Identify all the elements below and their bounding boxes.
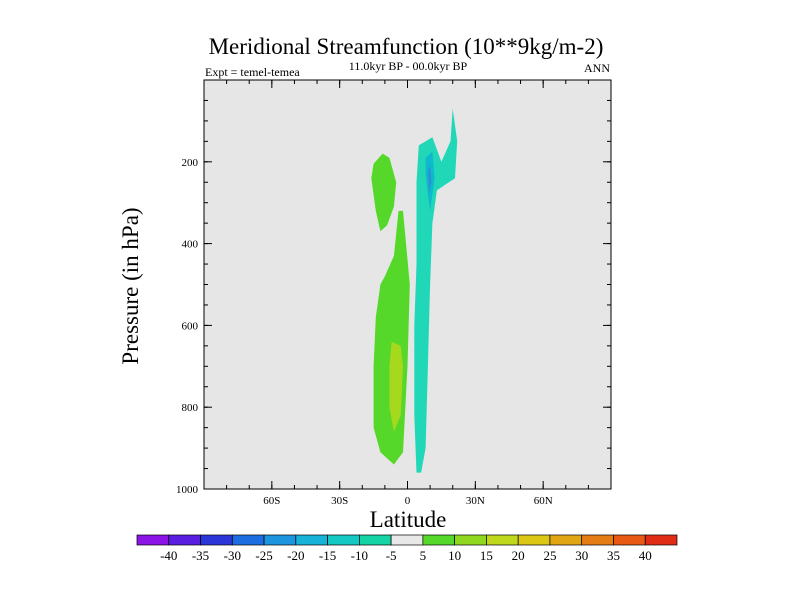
- colorbar-label: -5: [386, 548, 397, 563]
- y-tick-label: 400: [182, 239, 199, 251]
- colorbar-swatch: [454, 534, 487, 546]
- colorbar-label: -20: [287, 548, 304, 563]
- colorbar-swatch: [263, 534, 297, 546]
- x-axis-label: Latitude: [370, 507, 447, 532]
- x-tick-label: 60S: [263, 495, 280, 507]
- colorbar-label: -15: [319, 548, 336, 563]
- contour-fills: [371, 108, 458, 473]
- colorbar-label: 10: [448, 548, 461, 563]
- colorbar-swatch: [486, 534, 519, 546]
- colorbar-label: -30: [224, 548, 241, 563]
- y-tick-label: 1000: [176, 484, 199, 496]
- y-axis-label: Pressure (in hPa): [118, 207, 143, 364]
- colorbar-swatch: [359, 534, 392, 546]
- contour-region-sh-positive-core: [389, 341, 403, 432]
- colorbar-label: 25: [543, 548, 556, 563]
- axis-ticks: 60S 30S 0 30N 60N 200 400 600 800 1000: [176, 80, 611, 507]
- colorbar-label: 15: [480, 548, 493, 563]
- colorbar-swatch: [231, 534, 265, 546]
- colorbar-label: -35: [192, 548, 209, 563]
- colorbar-label: -25: [255, 548, 272, 563]
- season-label: ANN: [584, 61, 610, 75]
- colorbar-swatch: [136, 534, 170, 546]
- colorbar-label: -40: [160, 548, 177, 563]
- x-tick-label: 30S: [331, 495, 348, 507]
- contour-region-nh-negative-cell: [414, 108, 458, 473]
- colorbar-swatch: [549, 534, 583, 546]
- experiment-label: Expt = temel-temea: [205, 65, 300, 79]
- y-tick-label: 600: [182, 320, 199, 332]
- x-tick-label: 60N: [534, 495, 553, 507]
- colorbar-swatch: [390, 534, 424, 546]
- colorbar: -40 -35 -30 -25 -20 -15 -10 -5 5 10 15 20 25 30 35 40: [136, 534, 678, 563]
- colorbar-label: 30: [575, 548, 588, 563]
- colorbar-swatch: [200, 534, 233, 546]
- colorbar-label: -10: [351, 548, 368, 563]
- contour-region-nh-negative-inner: [427, 165, 432, 193]
- colorbar-label: 40: [639, 548, 652, 563]
- y-tick-label: 800: [182, 402, 199, 414]
- colorbar-label: 35: [607, 548, 620, 563]
- y-tick-label: 200: [182, 157, 199, 169]
- colorbar-label: 20: [512, 548, 525, 563]
- chart-title: Meridional Streamfunction (10**9kg/m-2): [209, 34, 604, 59]
- chart-subtitle: 11.0kyr BP - 00.0kyr BP: [349, 59, 468, 73]
- colorbar-swatch: [581, 534, 614, 546]
- colorbar-swatch: [327, 534, 360, 546]
- x-tick-label: 0: [405, 495, 411, 507]
- colorbar-label: 5: [420, 548, 427, 563]
- colorbar-swatch: [517, 534, 551, 546]
- colorbar-swatch: [168, 534, 201, 546]
- colorbar-swatch: [295, 534, 328, 546]
- contour-region-sh-positive-cell-upper: [371, 153, 397, 232]
- colorbar-swatch: [613, 534, 646, 546]
- colorbar-swatch: [644, 534, 678, 546]
- colorbar-swatch: [422, 534, 455, 546]
- x-tick-label: 30N: [466, 495, 485, 507]
